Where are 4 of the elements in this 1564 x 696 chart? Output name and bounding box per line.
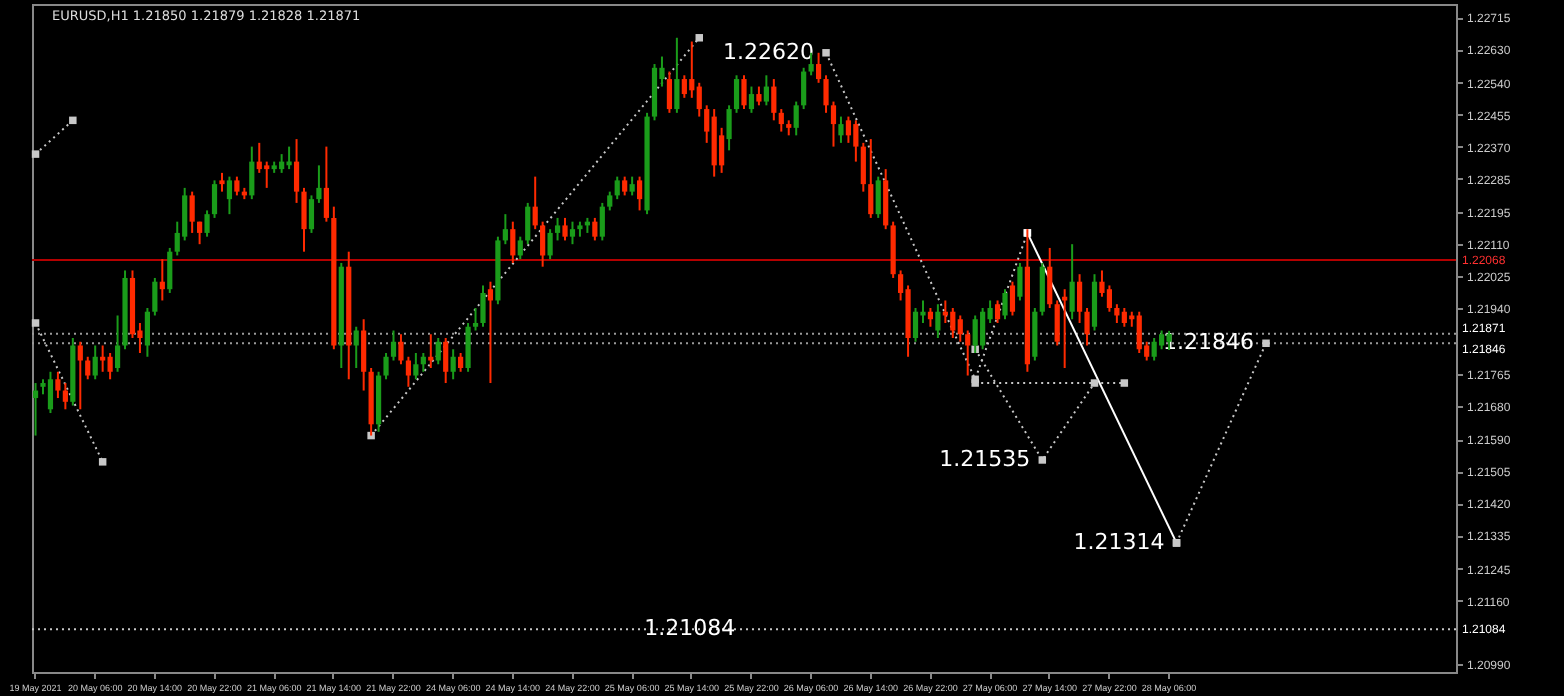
data-label: 1.21314 (1073, 528, 1165, 555)
data-label: 1.22620 (723, 38, 815, 65)
data-label: 1.21535 (939, 445, 1031, 472)
annotation: 1.21084 (644, 615, 736, 642)
